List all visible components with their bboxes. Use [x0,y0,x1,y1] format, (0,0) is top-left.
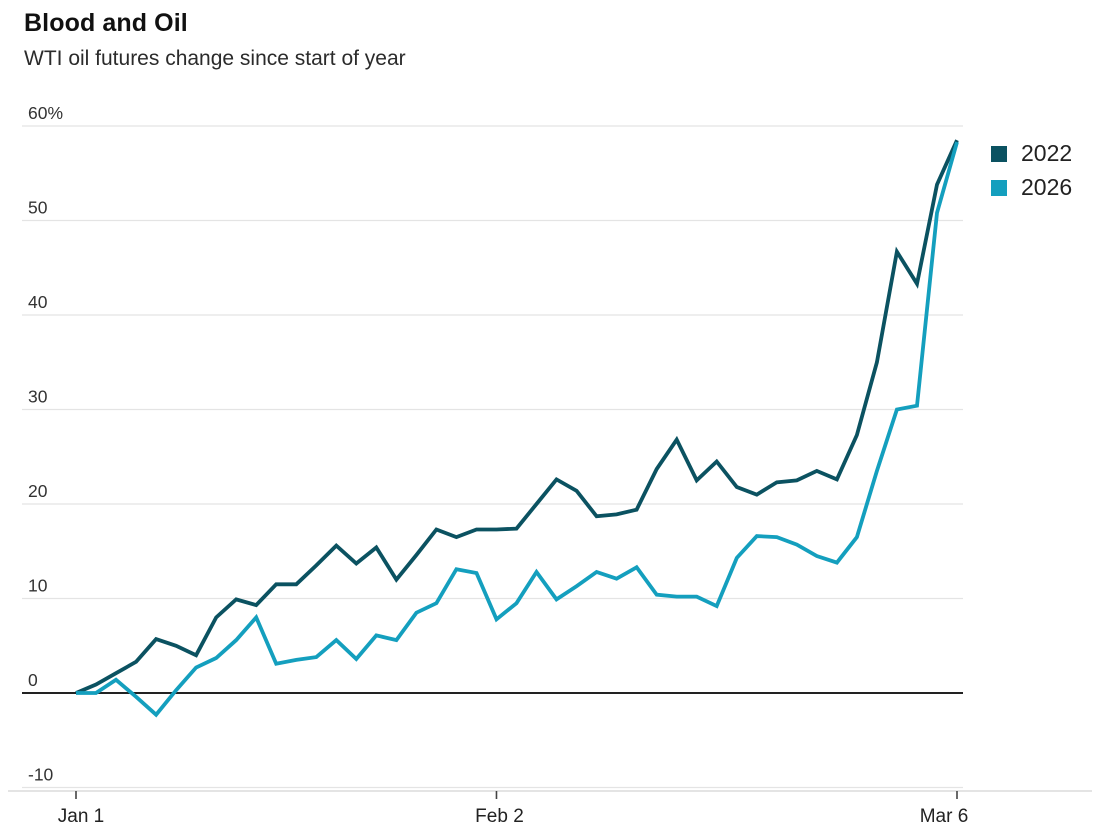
chart-title: Blood and Oil [24,9,188,37]
chart-header: Blood and Oil WTI oil futures change sin… [24,8,406,71]
series-line-2022 [75,139,959,695]
legend-swatch-2026-icon [991,179,1007,196]
chart-legend: 2022 2026 [991,142,1072,199]
y-tick-label: 0 [28,670,38,690]
legend-label-2022: 2022 [1021,140,1073,166]
series-line-2026 [76,141,959,718]
x-axis-ticks: Jan 1 Feb 2 Mar 6 [58,791,969,827]
y-gridlines: 60% 50 40 30 20 10 0 -10 [22,103,963,789]
chart-subtitle: WTI oil futures change since start of ye… [24,47,406,70]
y-tick-label: 30 [28,387,48,407]
x-tick-label: Mar 6 [920,806,969,827]
y-tick-label: 20 [28,481,48,501]
y-tick-label: 50 [28,198,48,218]
y-tick-label: -10 [28,765,54,785]
y-tick-label: 60% [28,103,63,123]
legend-item-2026: 2026 [991,176,1072,199]
legend-item-2022: 2022 [991,142,1072,165]
legend-label-2026: 2026 [1021,174,1073,200]
x-tick-label: Feb 2 [475,806,524,827]
y-tick-label: 10 [28,576,48,596]
y-tick-label: 40 [28,292,48,312]
legend-swatch-2022-icon [991,145,1007,162]
x-tick-label: Jan 1 [58,806,104,827]
